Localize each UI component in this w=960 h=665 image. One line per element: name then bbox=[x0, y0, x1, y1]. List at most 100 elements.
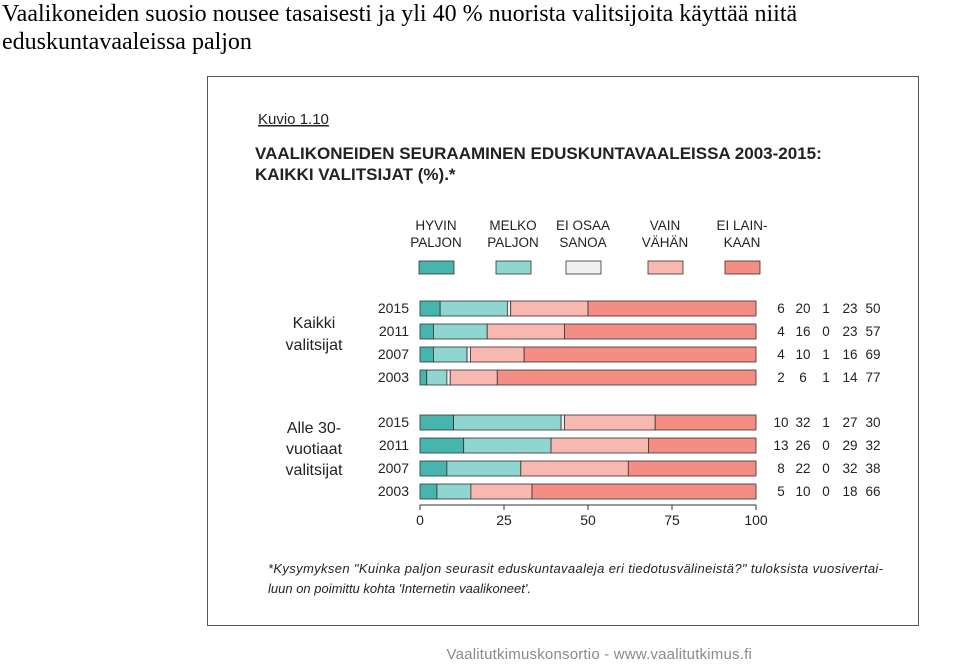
footer-credit: Vaalitutkimuskonsortio - www.vaalitutkim… bbox=[446, 646, 752, 663]
bar-segment bbox=[419, 369, 428, 386]
legend-label: PALJON bbox=[410, 235, 462, 250]
bar-segment bbox=[466, 346, 471, 363]
data-label: 10 bbox=[795, 347, 810, 362]
bar-segment bbox=[520, 460, 629, 477]
data-label: 26 bbox=[795, 438, 810, 453]
data-label: 1 bbox=[822, 301, 830, 316]
data-label: 13 bbox=[773, 438, 788, 453]
bar-segment bbox=[531, 483, 757, 500]
bar-segment bbox=[419, 437, 465, 454]
bar-segment bbox=[560, 414, 565, 431]
data-label: 32 bbox=[865, 438, 880, 453]
row-year-label: 2015 bbox=[378, 300, 409, 316]
bar-segment bbox=[446, 369, 451, 386]
group-label: Kaikki bbox=[293, 315, 336, 332]
x-tick-label: 100 bbox=[744, 512, 768, 528]
data-label: 16 bbox=[795, 324, 810, 339]
bar-segment bbox=[550, 437, 649, 454]
bar-segment bbox=[496, 369, 757, 386]
legend-swatch bbox=[724, 260, 761, 275]
data-label: 66 bbox=[865, 484, 880, 499]
group-label: vuotiaat bbox=[286, 441, 343, 458]
bar-segment bbox=[469, 346, 525, 363]
chart-figure: Kuvio 1.10 VAALIKONEIDEN SEURAAMINEN EDUS… bbox=[207, 76, 919, 626]
bar-segment bbox=[446, 460, 522, 477]
data-label: 6 bbox=[777, 301, 785, 316]
bar-segment bbox=[426, 369, 448, 386]
row-year-label: 2003 bbox=[378, 483, 409, 499]
bar-segment bbox=[433, 346, 468, 363]
footnote-line: *Kysymyksen "Kuinka paljon seurasit edus… bbox=[268, 561, 884, 576]
chart-title-line: VAALIKONEIDEN SEURAAMINEN EDUSKUNTAVAALE… bbox=[255, 144, 822, 163]
data-label: 1 bbox=[822, 415, 830, 430]
data-label: 77 bbox=[865, 370, 880, 385]
x-tick-label: 25 bbox=[496, 512, 512, 528]
bar-segment bbox=[433, 323, 488, 340]
legend-label: KAAN bbox=[724, 235, 761, 250]
data-label: 27 bbox=[842, 415, 857, 430]
bar-segment bbox=[439, 300, 508, 317]
data-label: 57 bbox=[865, 324, 880, 339]
data-label: 30 bbox=[865, 415, 880, 430]
data-label: 16 bbox=[842, 347, 857, 362]
data-label: 0 bbox=[822, 438, 830, 453]
bar-segment bbox=[627, 460, 757, 477]
legend-swatch bbox=[565, 260, 602, 275]
legend-label: PALJON bbox=[487, 235, 539, 250]
x-tick-label: 75 bbox=[664, 512, 680, 528]
data-label: 18 bbox=[842, 484, 857, 499]
data-label: 20 bbox=[795, 301, 810, 316]
slide-title: Vaalikoneiden suosio nousee tasaisesti j… bbox=[2, 1, 798, 55]
data-label: 4 bbox=[777, 347, 785, 362]
group-label: valitsijat bbox=[286, 337, 343, 354]
figure-label: Kuvio 1.10 bbox=[258, 111, 329, 128]
bar-segment bbox=[436, 483, 472, 500]
bar-segment bbox=[510, 300, 589, 317]
bar-segment bbox=[654, 414, 757, 431]
group-label: Alle 30- bbox=[287, 420, 341, 437]
legend-label: MELKO bbox=[489, 218, 536, 233]
data-label: 10 bbox=[773, 415, 788, 430]
chart-title-line: KAIKKI VALITSIJAT (%).* bbox=[255, 165, 456, 184]
bar-segment bbox=[506, 300, 512, 317]
footnote-line: luun on poimittu kohta 'Internetin vaali… bbox=[268, 581, 531, 596]
legend-label: EI OSAA bbox=[556, 218, 610, 233]
bar-segment bbox=[419, 346, 434, 363]
data-label: 8 bbox=[777, 461, 785, 476]
legend-swatch bbox=[418, 260, 455, 275]
data-label: 23 bbox=[842, 301, 857, 316]
bar-segment bbox=[564, 323, 757, 340]
bar-segment bbox=[419, 300, 441, 317]
bar-segment bbox=[419, 323, 434, 340]
data-label: 32 bbox=[842, 461, 857, 476]
data-label: 0 bbox=[822, 484, 830, 499]
bar-segment bbox=[453, 414, 562, 431]
legend-label: VAIN bbox=[650, 218, 681, 233]
data-label: 4 bbox=[777, 324, 785, 339]
bar-segment bbox=[523, 346, 757, 363]
bar-segment bbox=[470, 483, 533, 500]
data-label: 6 bbox=[799, 370, 807, 385]
legend-swatch bbox=[495, 260, 532, 275]
data-label: 10 bbox=[795, 484, 810, 499]
bar-segment bbox=[419, 483, 438, 500]
data-label: 1 bbox=[822, 347, 830, 362]
data-label: 0 bbox=[822, 324, 830, 339]
data-label: 1 bbox=[822, 370, 830, 385]
bar-segment bbox=[587, 300, 757, 317]
bar-segment bbox=[419, 414, 454, 431]
bar-segment bbox=[564, 414, 656, 431]
data-label: 14 bbox=[842, 370, 858, 385]
chart-canvas: Kuvio 1.10 VAALIKONEIDEN SEURAAMINEN EDUS… bbox=[255, 111, 884, 596]
legend-label: EI LAIN- bbox=[716, 218, 767, 233]
legend-label: VÄHÄN bbox=[642, 235, 689, 250]
data-label: 2 bbox=[777, 370, 785, 385]
row-year-label: 2003 bbox=[378, 369, 409, 385]
bar-segment bbox=[463, 437, 552, 454]
data-label: 29 bbox=[842, 438, 857, 453]
data-label: 5 bbox=[777, 484, 785, 499]
row-year-label: 2007 bbox=[378, 346, 409, 362]
bar-segment bbox=[449, 369, 498, 386]
data-label: 22 bbox=[795, 461, 810, 476]
row-year-label: 2015 bbox=[378, 414, 409, 430]
